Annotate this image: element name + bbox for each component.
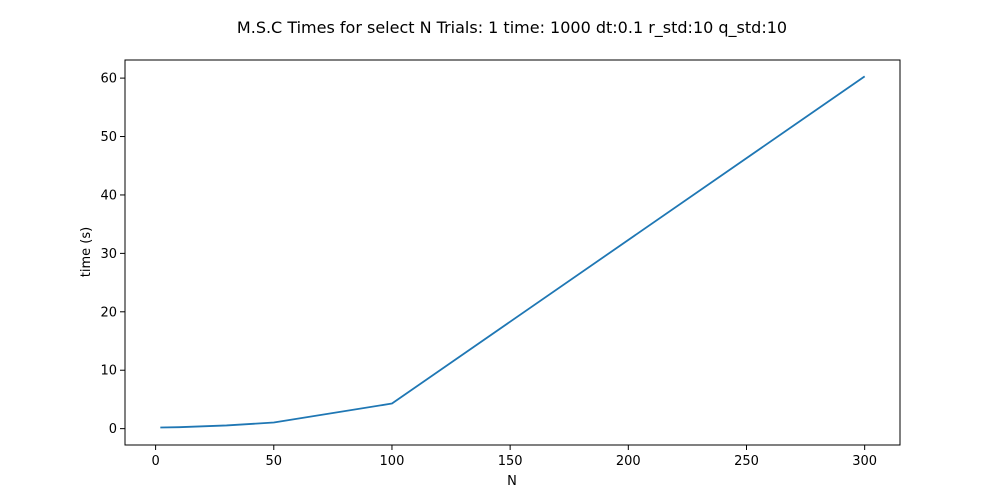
y-tick-label: 30 — [100, 247, 117, 262]
x-axis-label: N — [507, 474, 517, 489]
y-tick-label: 40 — [100, 188, 117, 203]
y-tick-label: 50 — [100, 130, 117, 145]
y-tick-label: 20 — [100, 305, 117, 320]
x-tick-label: 0 — [151, 454, 159, 469]
x-axis: 0 50 100 150 200 250 300 — [151, 445, 877, 469]
y-tick-label: 10 — [100, 364, 117, 379]
y-axis: 0 10 20 30 40 50 60 — [100, 72, 125, 437]
plot-area-frame — [124, 59, 901, 446]
x-tick-label: 200 — [616, 454, 641, 469]
chart-title: M.S.C Times for select N Trials: 1 time:… — [237, 18, 787, 38]
y-tick-label: 0 — [109, 422, 117, 437]
y-axis-label: time (s) — [79, 227, 94, 277]
x-tick-label: 100 — [380, 454, 405, 469]
y-tick-label: 60 — [100, 72, 117, 87]
x-tick-label: 50 — [266, 454, 283, 469]
x-tick-label: 250 — [734, 454, 759, 469]
x-tick-label: 150 — [498, 454, 523, 469]
x-tick-label: 300 — [852, 454, 877, 469]
series-line — [160, 75, 866, 429]
